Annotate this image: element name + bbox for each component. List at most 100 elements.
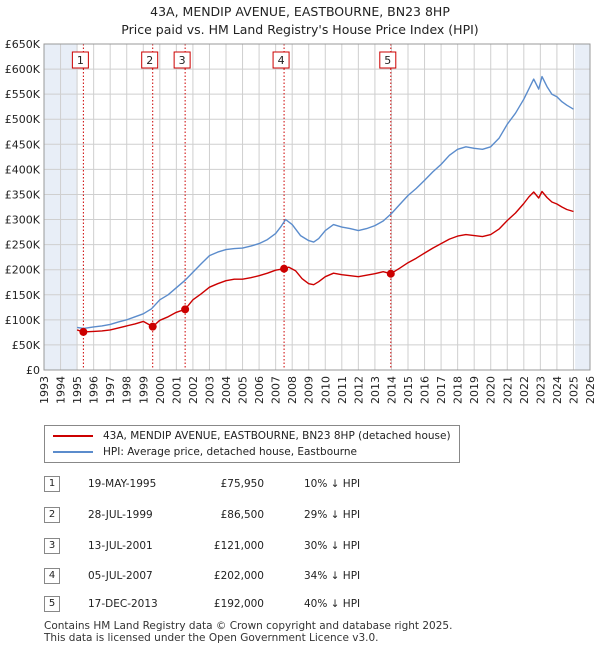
sale-vertical-lines bbox=[82, 44, 392, 370]
table-row: 1 19-MAY-1995 £75,950 10% ↓ HPI bbox=[44, 476, 464, 492]
sale-point bbox=[181, 305, 190, 314]
property-series-line bbox=[76, 190, 574, 333]
series-lines bbox=[76, 75, 574, 333]
sale-number-box: 3 bbox=[44, 538, 60, 554]
chart-title-line-1: 43A, MENDIP AVENUE, EASTBOURNE, BN23 8HP bbox=[150, 4, 450, 19]
sale-number-box: 1 bbox=[44, 476, 60, 492]
x-tick-label: 2002 bbox=[187, 376, 200, 404]
sale-point bbox=[148, 322, 157, 331]
y-tick-label: £100K bbox=[5, 314, 41, 327]
x-tick-label: 1996 bbox=[88, 376, 101, 404]
y-tick-label: £650K bbox=[5, 38, 41, 51]
y-tick-label: £200K bbox=[5, 264, 41, 277]
x-tick-label: 1994 bbox=[55, 376, 68, 404]
y-tick-label: £450K bbox=[5, 138, 41, 151]
footer-notice: Contains HM Land Registry data © Crown c… bbox=[44, 620, 452, 644]
sale-hpi-diff: 10% ↓ HPI bbox=[304, 478, 361, 490]
sale-hpi-diff: 29% ↓ HPI bbox=[304, 509, 361, 521]
sale-label-number: 4 bbox=[278, 54, 285, 67]
x-tick-label: 1999 bbox=[137, 376, 150, 404]
sale-label-number: 1 bbox=[77, 54, 84, 67]
sale-hpi-diff: 30% ↓ HPI bbox=[304, 540, 361, 552]
sale-point bbox=[79, 327, 88, 336]
x-tick-label: 2012 bbox=[352, 376, 365, 404]
x-tick-label: 2006 bbox=[253, 376, 266, 404]
x-tick-label: 2022 bbox=[518, 376, 531, 404]
sale-price: £121,000 bbox=[213, 540, 264, 552]
sale-number-box: 4 bbox=[44, 568, 60, 584]
legend: 43A, MENDIP AVENUE, EASTBOURNE, BN23 8HP… bbox=[44, 425, 460, 463]
sale-number-labels: 1 2 3 4 5 bbox=[71, 51, 397, 69]
x-tick-label: 2019 bbox=[468, 376, 481, 404]
shaded-regions bbox=[44, 44, 590, 370]
sale-label-box bbox=[173, 51, 191, 69]
price-chart: £0 £50K £100K £150K £200K £250K £300K £350K £400… bbox=[5, 38, 597, 404]
sale-price: £86,500 bbox=[220, 509, 264, 521]
x-tick-label: 2010 bbox=[319, 376, 332, 404]
y-tick-label: £550K bbox=[5, 88, 41, 101]
x-tick-label: 2024 bbox=[551, 376, 564, 404]
shaded-region-after bbox=[575, 44, 590, 370]
y-tick-label: £400K bbox=[5, 163, 41, 176]
sale-date: 13-JUL-2001 bbox=[88, 540, 153, 552]
table-row: 5 17-DEC-2013 £192,000 40% ↓ HPI bbox=[44, 596, 464, 612]
sale-date: 05-JUL-2007 bbox=[88, 570, 153, 582]
y-tick-label: £600K bbox=[5, 63, 41, 76]
x-tick-label: 2020 bbox=[485, 376, 498, 404]
chart-title-line-2: Price paid vs. HM Land Registry's House … bbox=[121, 22, 479, 37]
x-tick-label: 2014 bbox=[385, 376, 398, 404]
sale-date: 17-DEC-2013 bbox=[88, 598, 158, 610]
x-tick-label: 1997 bbox=[104, 376, 117, 404]
x-tick-label: 2001 bbox=[170, 376, 183, 404]
x-tick-label: 2004 bbox=[220, 376, 233, 404]
sale-label-box bbox=[379, 51, 397, 69]
sale-date: 28-JUL-1999 bbox=[88, 509, 153, 521]
x-tick-label: 2005 bbox=[237, 376, 250, 404]
y-tick-label: £350K bbox=[5, 188, 41, 201]
legend-item-hpi: HPI: Average price, detached house, East… bbox=[53, 444, 357, 460]
sale-number-box: 5 bbox=[44, 596, 60, 612]
x-tick-label: 2015 bbox=[402, 376, 415, 404]
x-tick-label: 2023 bbox=[534, 376, 547, 404]
sale-label-number: 3 bbox=[179, 54, 186, 67]
x-tick-label: 2017 bbox=[435, 376, 448, 404]
hpi-series-line bbox=[76, 75, 574, 330]
x-tick-label: 2013 bbox=[369, 376, 382, 404]
sale-point bbox=[386, 269, 395, 278]
x-tick-label: 2025 bbox=[567, 376, 580, 404]
legend-swatch-property bbox=[53, 435, 93, 437]
x-tick-label: 2003 bbox=[203, 376, 216, 404]
legend-label-property: 43A, MENDIP AVENUE, EASTBOURNE, BN23 8HP… bbox=[103, 430, 451, 442]
sale-date: 19-MAY-1995 bbox=[88, 478, 157, 490]
sale-markers bbox=[79, 264, 395, 336]
sale-label-number: 5 bbox=[384, 54, 391, 67]
sale-price: £202,000 bbox=[213, 570, 264, 582]
x-tick-label: 2011 bbox=[336, 376, 349, 404]
x-tick-label: 1995 bbox=[71, 376, 84, 404]
legend-swatch-hpi bbox=[53, 451, 93, 453]
table-row: 4 05-JUL-2007 £202,000 34% ↓ HPI bbox=[44, 568, 464, 584]
plot-frame bbox=[43, 43, 591, 371]
sale-label-box bbox=[71, 51, 89, 69]
legend-label-hpi: HPI: Average price, detached house, East… bbox=[103, 446, 358, 458]
grid-lines bbox=[43, 43, 591, 371]
x-tick-label: 2007 bbox=[270, 376, 283, 404]
y-tick-label: £500K bbox=[5, 113, 41, 126]
x-tick-label: 2021 bbox=[501, 376, 514, 404]
x-tick-label: 1998 bbox=[121, 376, 134, 404]
sale-label-box bbox=[272, 51, 290, 69]
x-tick-label: 2018 bbox=[452, 376, 465, 404]
x-tick-label: 2008 bbox=[286, 376, 299, 404]
sale-point bbox=[280, 264, 289, 273]
axes: £0 £50K £100K £150K £200K £250K £300K £350K £400… bbox=[5, 38, 597, 404]
x-tick-label: 2016 bbox=[419, 376, 432, 404]
sale-label-box bbox=[141, 51, 159, 69]
sale-label-number: 2 bbox=[146, 54, 153, 67]
chart-title: 43A, MENDIP AVENUE, EASTBOURNE, BN23 8HP… bbox=[0, 3, 600, 39]
x-tick-label: 2026 bbox=[584, 376, 597, 404]
sale-number-box: 2 bbox=[44, 507, 60, 523]
x-tick-label: 2000 bbox=[154, 376, 167, 404]
y-tick-label: £50K bbox=[12, 339, 41, 352]
sale-price: £192,000 bbox=[213, 598, 264, 610]
footer-line-1: Contains HM Land Registry data © Crown c… bbox=[44, 620, 453, 632]
